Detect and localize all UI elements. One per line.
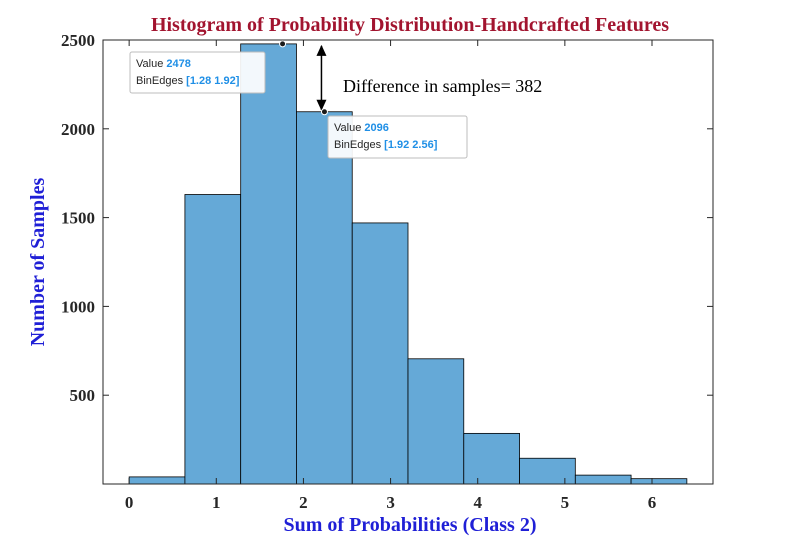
chart-title: Histogram of Probability Distribution-Ha… — [151, 14, 669, 36]
histogram-bar — [184, 194, 242, 485]
datatip: Value 2478 BinEdges [1.28 1.92] — [129, 40, 287, 94]
y-tick-label: 1000 — [61, 297, 95, 316]
datatip-marker — [279, 40, 287, 48]
datatips-group: Value 2478 BinEdges [1.28 1.92] Value 2096… — [129, 40, 468, 159]
y-tick-label: 2000 — [61, 120, 95, 139]
histogram-bar — [519, 457, 576, 485]
ticks-group: 0 1 2 3 4 5 6 500 1000 1500 2000 2500 — [61, 31, 713, 512]
y-tick-label: 2500 — [61, 31, 95, 50]
datatip-box — [129, 51, 266, 94]
x-tick-label: 4 — [473, 493, 482, 512]
arrow-head-up — [316, 44, 327, 56]
difference-annotation: Difference in samples= 382 — [343, 76, 542, 96]
histogram-bar — [574, 474, 632, 485]
y-tick-label: 500 — [70, 386, 96, 405]
bars-group — [128, 43, 688, 485]
plot-frame — [102, 39, 714, 485]
x-axis-label: Sum of Probabilities (Class 2) — [284, 514, 537, 536]
datatip-value-line: Value 2096 — [334, 122, 389, 134]
datatip-edges-line: BinEdges [1.28 1.92] — [136, 75, 240, 87]
datatip-edges-line: BinEdges [1.92 2.56] — [334, 139, 438, 151]
histogram-bar — [240, 43, 297, 485]
histogram-bar — [630, 478, 688, 485]
x-tick-label: 6 — [648, 493, 657, 512]
y-axis-label: Number of Samples — [27, 178, 49, 347]
arrow-head-down — [316, 99, 327, 111]
histogram-bar — [407, 358, 465, 485]
datatip-value-line: Value 2478 — [136, 58, 191, 70]
difference-arrow — [316, 44, 327, 111]
axes-group — [102, 39, 714, 485]
x-tick-label: 5 — [561, 493, 570, 512]
x-tick-label: 2 — [299, 493, 308, 512]
x-tick-label: 3 — [386, 493, 395, 512]
x-tick-label: 1 — [212, 493, 221, 512]
histogram-bar — [351, 222, 409, 485]
datatip: Value 2096 BinEdges [1.92 2.56] — [320, 108, 468, 159]
histogram-bar — [128, 476, 186, 485]
histogram-bar — [296, 111, 353, 485]
histogram-bar — [463, 432, 520, 485]
x-tick-label: 0 — [125, 493, 134, 512]
y-tick-label: 1500 — [61, 209, 95, 228]
datatip-box — [327, 115, 468, 159]
datatip-marker — [320, 108, 328, 116]
